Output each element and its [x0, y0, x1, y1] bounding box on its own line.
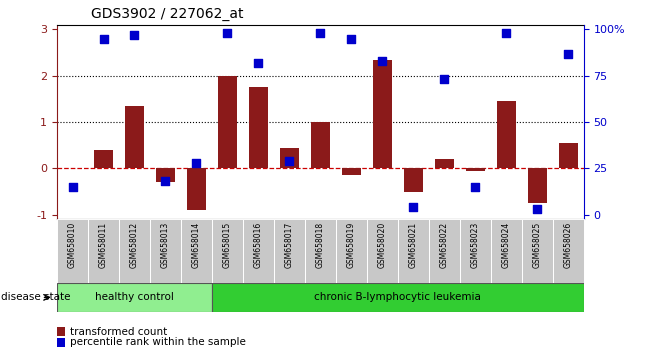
Text: GSM658010: GSM658010	[68, 221, 77, 268]
Text: GSM658019: GSM658019	[347, 221, 356, 268]
Bar	[559, 143, 578, 169]
Bar	[528, 169, 547, 203]
Bar	[497, 101, 515, 169]
Bar	[57, 338, 65, 347]
Point	[98, 36, 109, 41]
Point	[439, 77, 450, 82]
Point	[346, 36, 357, 41]
Point	[501, 30, 512, 36]
Text: GSM658018: GSM658018	[316, 221, 325, 268]
Text: GSM658015: GSM658015	[223, 221, 232, 268]
Text: GSM658023: GSM658023	[471, 221, 480, 268]
Bar	[280, 148, 299, 169]
Bar	[181, 219, 212, 283]
Point	[315, 30, 326, 36]
Text: GDS3902 / 227062_at: GDS3902 / 227062_at	[91, 7, 243, 21]
Point	[67, 184, 78, 190]
Text: GSM658025: GSM658025	[533, 221, 541, 268]
Bar	[274, 219, 305, 283]
Bar	[336, 219, 367, 283]
Text: GSM658012: GSM658012	[130, 221, 139, 268]
Bar	[187, 169, 206, 210]
Point	[377, 58, 388, 64]
Bar	[404, 169, 423, 192]
Bar	[57, 219, 88, 283]
Bar	[460, 219, 491, 283]
Point	[253, 60, 264, 65]
Bar	[466, 169, 484, 171]
Text: GSM658024: GSM658024	[502, 221, 511, 268]
Bar	[212, 219, 243, 283]
Text: disease state: disease state	[1, 292, 70, 302]
Text: GSM658017: GSM658017	[285, 221, 294, 268]
Point	[284, 158, 295, 164]
Bar	[57, 283, 212, 312]
Bar	[435, 159, 454, 169]
Point	[408, 205, 419, 210]
Bar	[249, 87, 268, 169]
Text: GSM658013: GSM658013	[161, 221, 170, 268]
Text: GSM658016: GSM658016	[254, 221, 263, 268]
Point	[191, 160, 202, 166]
Point	[129, 32, 140, 38]
Bar	[156, 169, 174, 182]
Bar	[218, 76, 237, 169]
Bar	[88, 219, 119, 283]
Bar	[491, 219, 522, 283]
Bar	[305, 219, 336, 283]
Bar	[150, 219, 181, 283]
Bar	[119, 219, 150, 283]
Text: healthy control: healthy control	[95, 292, 174, 302]
Bar	[553, 219, 584, 283]
Bar	[429, 219, 460, 283]
Point	[222, 30, 233, 36]
Text: percentile rank within the sample: percentile rank within the sample	[70, 337, 246, 348]
Bar	[125, 106, 144, 169]
Text: GSM658014: GSM658014	[192, 221, 201, 268]
Text: chronic B-lymphocytic leukemia: chronic B-lymphocytic leukemia	[315, 292, 481, 302]
Bar	[398, 219, 429, 283]
Text: GSM658011: GSM658011	[99, 221, 108, 268]
Point	[532, 206, 543, 212]
Text: GSM658021: GSM658021	[409, 221, 418, 268]
Bar	[342, 169, 361, 176]
Point	[160, 179, 171, 184]
Bar	[311, 122, 329, 169]
Bar	[522, 219, 553, 283]
Point	[563, 51, 574, 56]
Bar	[57, 327, 65, 336]
Text: GSM658020: GSM658020	[378, 221, 387, 268]
Bar	[367, 219, 398, 283]
Text: GSM658026: GSM658026	[564, 221, 573, 268]
Bar	[243, 219, 274, 283]
Text: GSM658022: GSM658022	[440, 221, 449, 268]
Bar	[94, 150, 113, 169]
Bar	[373, 59, 392, 169]
Text: transformed count: transformed count	[70, 327, 168, 337]
Bar	[212, 283, 584, 312]
Point	[470, 184, 480, 190]
